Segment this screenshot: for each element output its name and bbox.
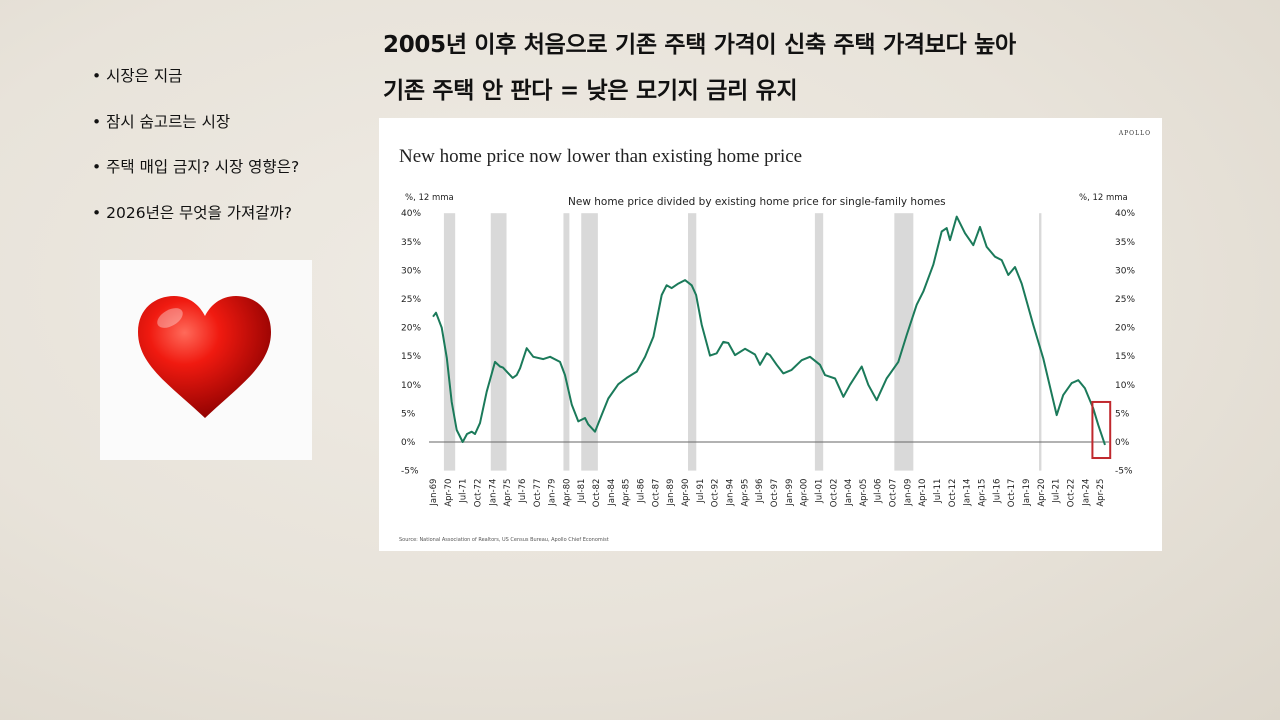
y-tick-label-right: 40% xyxy=(1115,209,1135,219)
x-tick-label: Jan-89 xyxy=(666,479,676,507)
x-tick-label: Jul-16 xyxy=(992,479,1002,504)
x-tick-label: Oct-97 xyxy=(770,479,780,508)
chart-subtitle: New home price divided by existing home … xyxy=(568,196,946,208)
x-tick-label: Oct-17 xyxy=(1007,479,1017,508)
x-tick-label: Jul-76 xyxy=(518,479,528,504)
y-tick-label-right: 20% xyxy=(1115,324,1135,334)
x-tick-label: Apr-95 xyxy=(740,479,750,507)
x-tick-label: Jan-69 xyxy=(429,479,439,507)
y-tick-label-left: 25% xyxy=(401,295,421,305)
y-tick-label-right: 15% xyxy=(1115,352,1135,362)
y-axis-label-right: %, 12 mma xyxy=(1079,193,1128,203)
y-tick-label-left: -5% xyxy=(401,467,419,477)
x-tick-label: Apr-00 xyxy=(800,479,810,507)
heart-image xyxy=(100,260,312,460)
x-tick-label: Jul-96 xyxy=(755,479,765,504)
x-tick-label: Apr-10 xyxy=(918,479,928,507)
x-tick-label: Apr-85 xyxy=(622,479,632,507)
y-tick-label-left: 35% xyxy=(401,238,421,248)
x-tick-label: Apr-80 xyxy=(562,479,572,507)
x-tick-label: Jan-14 xyxy=(963,479,973,507)
x-tick-label: Apr-25 xyxy=(1096,479,1106,507)
y-tick-label-right: 25% xyxy=(1115,295,1135,305)
x-tick-label: Jul-21 xyxy=(1052,479,1062,504)
x-tick-label: Oct-87 xyxy=(651,479,661,508)
recession-band xyxy=(581,213,598,471)
x-tick-label: Oct-82 xyxy=(592,479,602,508)
y-tick-label-left: 20% xyxy=(401,324,421,334)
y-tick-label-right: 0% xyxy=(1115,438,1130,448)
x-tick-label: Oct-77 xyxy=(533,479,543,508)
x-tick-label: Jan-79 xyxy=(548,479,558,507)
recession-band xyxy=(563,213,570,471)
bullet-list: 시장은 지금 잠시 숨고르는 시장 주택 매입 금지? 시장 영향은? 2026… xyxy=(92,64,299,246)
x-tick-label: Oct-12 xyxy=(948,479,958,508)
highlight-box xyxy=(1091,400,1112,460)
x-tick-label: Jul-71 xyxy=(459,479,469,504)
y-tick-label-left: 30% xyxy=(401,266,421,276)
x-tick-label: Jan-24 xyxy=(1081,479,1091,507)
chart-source: Source: National Association of Realtors… xyxy=(399,537,609,543)
chart-title: New home price now lower than existing h… xyxy=(399,146,802,167)
bullet-item: 주택 매입 금지? 시장 영향은? xyxy=(92,155,299,201)
x-tick-label: Oct-02 xyxy=(829,479,839,508)
heart-icon xyxy=(138,296,271,418)
x-tick-label: Apr-05 xyxy=(859,479,869,507)
x-tick-label: Apr-15 xyxy=(978,479,988,507)
x-tick-label: Jan-04 xyxy=(844,479,854,507)
bullet-item: 잠시 숨고르는 시장 xyxy=(92,110,299,156)
x-tick-label: Jan-94 xyxy=(726,479,736,507)
bullet-item: 2026년은 무엇을 가져갈까? xyxy=(92,201,299,247)
y-tick-label-left: 5% xyxy=(401,409,416,419)
line-chart: APOLLO New home price now lower than exi… xyxy=(399,130,1151,543)
x-tick-label: Oct-72 xyxy=(473,479,483,508)
y-tick-label-left: 15% xyxy=(401,352,421,362)
recession-band xyxy=(1039,213,1042,471)
y-tick-label-left: 10% xyxy=(401,381,421,391)
chart-image: APOLLO New home price now lower than exi… xyxy=(379,118,1162,551)
x-tick-label: Apr-70 xyxy=(444,479,454,507)
x-tick-label: Jan-19 xyxy=(1022,479,1032,507)
recession-band xyxy=(814,213,824,471)
x-tick-label: Jan-09 xyxy=(903,479,913,507)
y-axis-label-left: %, 12 mma xyxy=(405,193,454,203)
x-tick-label: Apr-90 xyxy=(681,479,691,507)
x-tick-label: Apr-75 xyxy=(503,479,513,507)
y-tick-label-right: 10% xyxy=(1115,381,1135,391)
y-tick-label-right: -5% xyxy=(1115,467,1133,477)
x-tick-label: Apr-20 xyxy=(1037,479,1047,507)
x-tick-label: Jul-11 xyxy=(933,479,943,504)
recession-band xyxy=(687,213,697,471)
y-tick-label-right: 5% xyxy=(1115,409,1130,419)
apollo-logo: APOLLO xyxy=(1118,130,1151,137)
x-tick-label: Jul-91 xyxy=(696,479,706,504)
x-tick-label: Jul-81 xyxy=(577,479,587,504)
bullet-item: 시장은 지금 xyxy=(92,64,299,110)
y-tick-label-left: 40% xyxy=(401,209,421,219)
slide-heading-line1: 2005년 이후 처음으로 기존 주택 가격이 신축 주택 가격보다 높아 xyxy=(383,32,1016,58)
x-tick-label: Jan-99 xyxy=(785,479,795,507)
x-tick-label: Jul-86 xyxy=(637,479,647,504)
x-tick-label: Oct-22 xyxy=(1066,479,1076,508)
x-tick-label: Oct-07 xyxy=(889,479,899,508)
series-line xyxy=(432,215,1106,446)
y-tick-label-right: 35% xyxy=(1115,238,1135,248)
slide-heading-line2: 기존 주택 안 판다 = 낮은 모기지 금리 유지 xyxy=(383,78,798,104)
y-tick-label-right: 30% xyxy=(1115,266,1135,276)
x-tick-label: Jan-84 xyxy=(607,479,617,507)
recession-band xyxy=(490,213,507,471)
x-tick-label: Jul-06 xyxy=(874,479,884,504)
x-tick-label: Oct-92 xyxy=(711,479,721,508)
recession-band xyxy=(443,213,456,471)
x-tick-label: Jul-01 xyxy=(814,479,824,504)
y-tick-label-left: 0% xyxy=(401,438,416,448)
x-tick-label: Jan-74 xyxy=(488,479,498,507)
